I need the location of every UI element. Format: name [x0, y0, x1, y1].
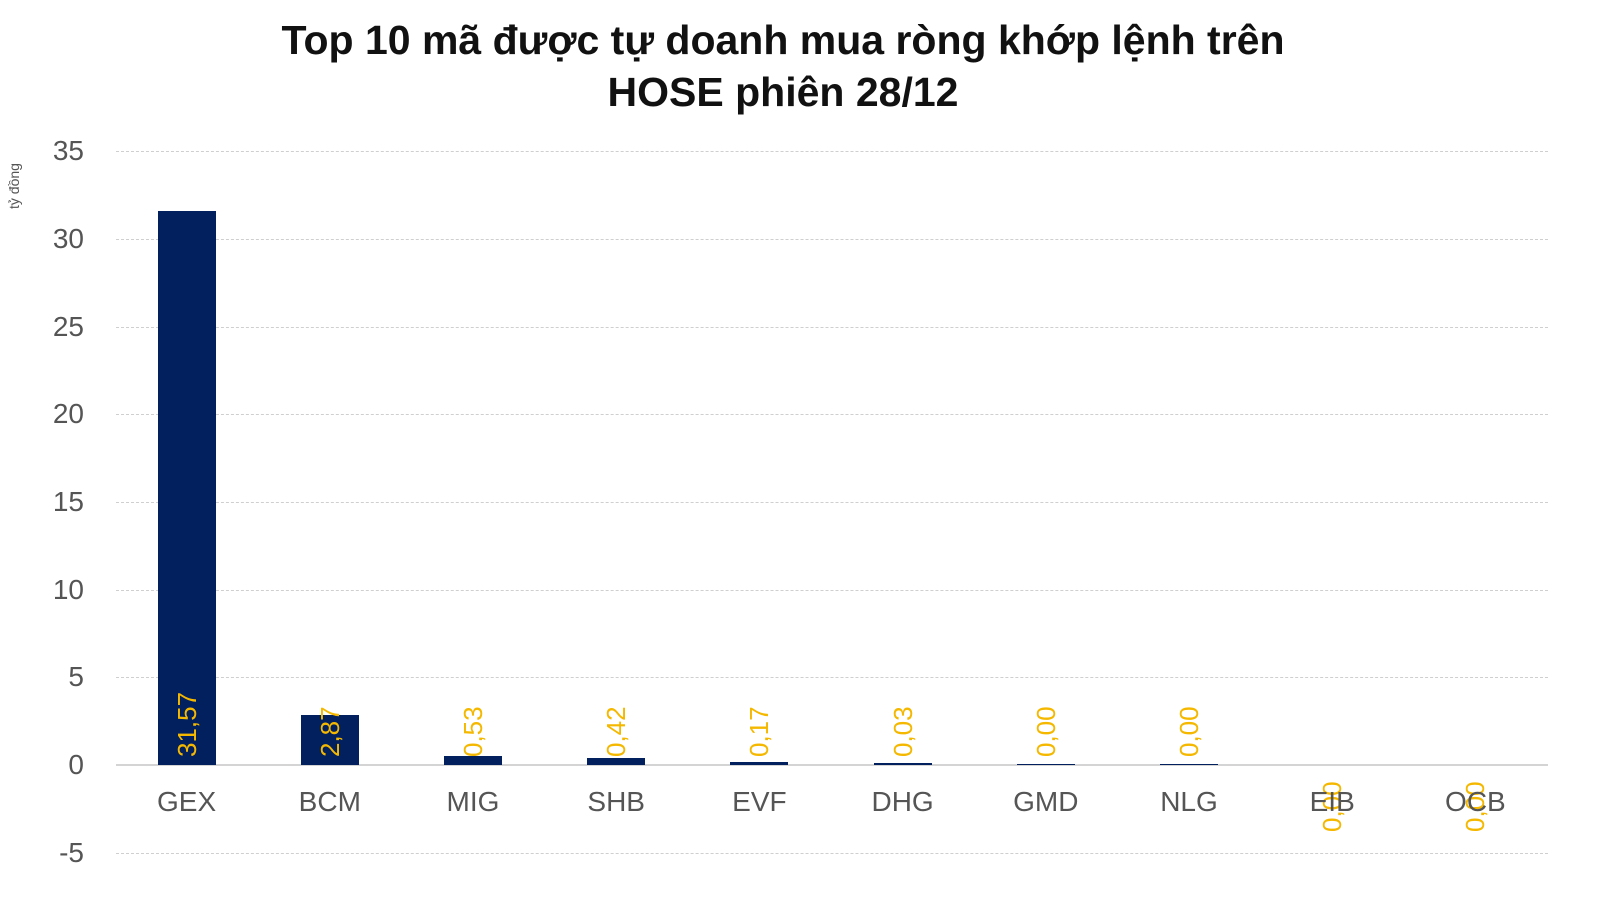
x-tick-label: EIB — [1309, 786, 1355, 817]
chart-title: Top 10 mã được tự doanh mua ròng khớp lệ… — [0, 14, 1566, 118]
gridline — [116, 852, 1548, 854]
data-label: 0,00 — [1174, 706, 1204, 757]
bar-dhg[interactable] — [873, 763, 932, 765]
bar-shb[interactable] — [587, 757, 646, 765]
data-label: 31,57 — [171, 691, 202, 757]
bar-evf[interactable] — [730, 762, 789, 765]
gridline — [116, 677, 1548, 679]
gridline — [116, 414, 1548, 416]
x-tick-label: BCM — [298, 786, 361, 817]
gridline — [116, 589, 1548, 591]
x-tick-label: DHG — [871, 786, 934, 817]
data-label: 2,87 — [314, 706, 345, 757]
y-tick-label: 30 — [52, 222, 84, 254]
bar-gmd[interactable] — [1016, 763, 1075, 765]
y-tick-label: 20 — [52, 398, 84, 430]
x-tick-label: MIG — [446, 786, 500, 817]
bar-mig[interactable] — [444, 755, 502, 765]
gridline — [116, 326, 1548, 328]
data-label: 0,17 — [744, 706, 775, 757]
bar-bcm[interactable] — [300, 714, 359, 765]
y-axis-label: tỷ đồng — [6, 163, 22, 209]
x-tick-label: OCB — [1445, 786, 1506, 817]
y-tick-label: 0 — [68, 749, 84, 780]
bar-eib[interactable] — [1303, 764, 1361, 766]
x-tick-label: NLG — [1160, 786, 1218, 817]
gridline — [116, 238, 1548, 240]
gridline — [116, 501, 1548, 503]
x-tick-label: GEX — [157, 786, 217, 817]
chart-title-line-1: Top 10 mã được tự doanh mua ròng khớp lệ… — [281, 17, 1285, 63]
x-tick-label: EVF — [732, 786, 787, 817]
y-tick-label: -5 — [59, 836, 84, 868]
bar-ocb[interactable] — [1446, 764, 1504, 766]
x-tick-label: SHB — [587, 786, 645, 817]
gridline — [116, 151, 1548, 153]
data-label: 0,00 — [1030, 706, 1061, 757]
bar-nlg[interactable] — [1160, 763, 1218, 765]
data-label: 0,42 — [601, 706, 632, 757]
y-tick-label: 15 — [52, 485, 84, 517]
y-tick-label: 10 — [52, 573, 84, 605]
chart-title-line-2: HOSE phiên 28/12 — [607, 69, 959, 115]
data-label: 0,03 — [887, 706, 918, 757]
data-label: 0,53 — [458, 706, 488, 757]
y-tick-label: 5 — [68, 661, 84, 693]
x-tick-label: GMD — [1013, 786, 1079, 817]
y-tick-label: 35 — [52, 135, 84, 167]
bar-gex[interactable] — [157, 211, 216, 765]
zero-axis-line — [116, 764, 1548, 766]
y-tick-label: 25 — [52, 310, 84, 342]
